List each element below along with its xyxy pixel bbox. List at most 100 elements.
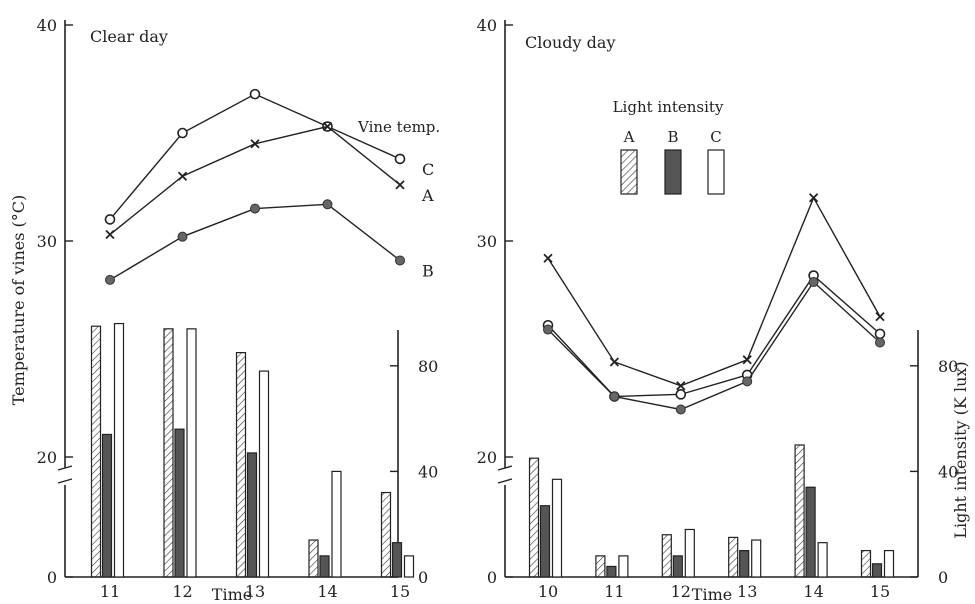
light-bar-c	[113, 322, 125, 578]
light-bar-a	[163, 328, 174, 578]
light-bar-c	[403, 555, 415, 578]
legend-title: Light intensity	[613, 98, 724, 116]
x-axis-label: Time	[212, 585, 252, 604]
temp-tick-label: 30	[477, 232, 497, 251]
light-bar-b	[805, 486, 816, 578]
light-bar-b	[246, 452, 258, 578]
left-series-end-labels: CA B	[421, 160, 434, 281]
x-tick-label: 12	[172, 582, 192, 601]
light-bar-c	[618, 555, 629, 578]
series-end-label-a: A	[421, 186, 434, 205]
legend-swatch-b	[664, 149, 682, 195]
vine-temp-label: Vine temp.	[357, 118, 440, 136]
y-axis-label-left: Temperature of vines (°C)	[9, 195, 28, 406]
legend-swatch-c	[707, 149, 725, 195]
temp-point-a	[250, 139, 260, 149]
legend-label-c: C	[710, 128, 721, 146]
temp-line-b	[547, 280, 881, 411]
temp-point-b	[177, 231, 188, 242]
light-bar-a	[528, 457, 540, 578]
temp-point-c	[874, 328, 886, 340]
temp-point-b	[395, 255, 405, 266]
temp-point-b	[875, 337, 885, 348]
light-bar-c	[331, 470, 342, 578]
x-tick-label: 14	[803, 582, 823, 601]
legend-label-a: A	[623, 128, 635, 146]
light-bar-c	[883, 549, 895, 578]
temp-line-c	[109, 93, 401, 220]
temp-point-a	[676, 381, 686, 391]
temp-point-c	[177, 127, 188, 139]
light-bar-b	[739, 549, 750, 578]
temp-point-a	[322, 121, 333, 132]
light-bar-a	[661, 534, 672, 578]
left-x-ticks: 11 12 13 14 15	[100, 570, 410, 601]
x-tick-label: 13	[737, 582, 757, 601]
temp-tick-label: 20	[477, 448, 497, 467]
legend-label-b: B	[667, 128, 678, 146]
light-bar-b	[606, 565, 617, 578]
x-tick-label: 15	[870, 582, 890, 601]
x-axis-label: Time	[692, 585, 732, 604]
x-tick-label: 11	[100, 582, 120, 601]
light-bar-c	[258, 370, 270, 578]
temp-point-a	[395, 180, 405, 190]
temp-tick-label: 30	[37, 232, 57, 251]
light-tick-label: 0	[418, 568, 428, 587]
temp-point-a	[808, 193, 819, 203]
right-temp-ticks: 0 20 30 40	[477, 16, 513, 587]
temp-tick-label: 40	[37, 16, 57, 35]
light-tick-label: 40	[418, 462, 438, 481]
panel-title: Cloudy day	[525, 33, 615, 52]
light-bar-a	[595, 555, 606, 578]
light-bar-a	[794, 444, 805, 578]
temp-point-a	[177, 171, 188, 181]
temp-point-b	[322, 199, 333, 210]
light-bar-a	[380, 491, 392, 578]
temp-point-b	[808, 277, 819, 288]
y-axis-label-right: Light intensity (K lux)	[951, 361, 970, 538]
right-bars	[528, 444, 895, 578]
light-bar-b	[174, 428, 185, 578]
temp-point-b	[105, 274, 115, 285]
panel-cloudy-day: 0 20 30 40 0 40 80 10 11 12 13 14 15 Cloudy day Ti…	[477, 16, 970, 604]
temp-tick-label: 0	[487, 568, 497, 587]
temp-point-a	[543, 253, 553, 263]
series-end-label-b: B	[422, 261, 434, 280]
temp-point-a	[742, 355, 752, 365]
light-bar-a	[728, 536, 739, 578]
temp-point-b	[675, 404, 686, 415]
left-light-ticks: 0 40 80	[390, 357, 438, 587]
x-tick-label: 14	[317, 582, 337, 601]
panel-title: Clear day	[90, 27, 168, 46]
temp-line-b	[109, 203, 401, 281]
x-tick-label: 12	[671, 582, 691, 601]
temp-point-a	[609, 357, 620, 367]
temp-point-b	[250, 203, 260, 214]
temp-point-b	[609, 391, 620, 402]
light-bar-a	[308, 539, 319, 578]
temp-point-b	[543, 324, 553, 335]
x-tick-label: 15	[390, 582, 410, 601]
light-bar-c	[684, 528, 695, 578]
temp-point-b	[742, 376, 753, 387]
light-bar-c	[817, 542, 828, 578]
light-bar-c	[186, 328, 197, 578]
light-tick-label: 40	[938, 462, 958, 481]
light-bar-b	[101, 433, 113, 578]
x-tick-label: 11	[604, 582, 624, 601]
legend: Light intensity A B C	[613, 98, 725, 195]
temp-tick-label: 20	[37, 448, 57, 467]
light-bar-c	[751, 539, 762, 578]
temp-point-c	[104, 214, 116, 225]
light-bar-b	[871, 563, 883, 578]
light-bar-a	[860, 549, 872, 578]
temp-tick-label: 0	[47, 568, 57, 587]
right-x-ticks: 10 11 12 13 14 15	[538, 570, 890, 601]
series-end-label-c: C	[422, 160, 434, 179]
axis-break-mark	[497, 478, 513, 484]
left-temp-ticks: 0 20 30 40	[37, 16, 73, 587]
light-tick-label: 0	[938, 568, 948, 587]
